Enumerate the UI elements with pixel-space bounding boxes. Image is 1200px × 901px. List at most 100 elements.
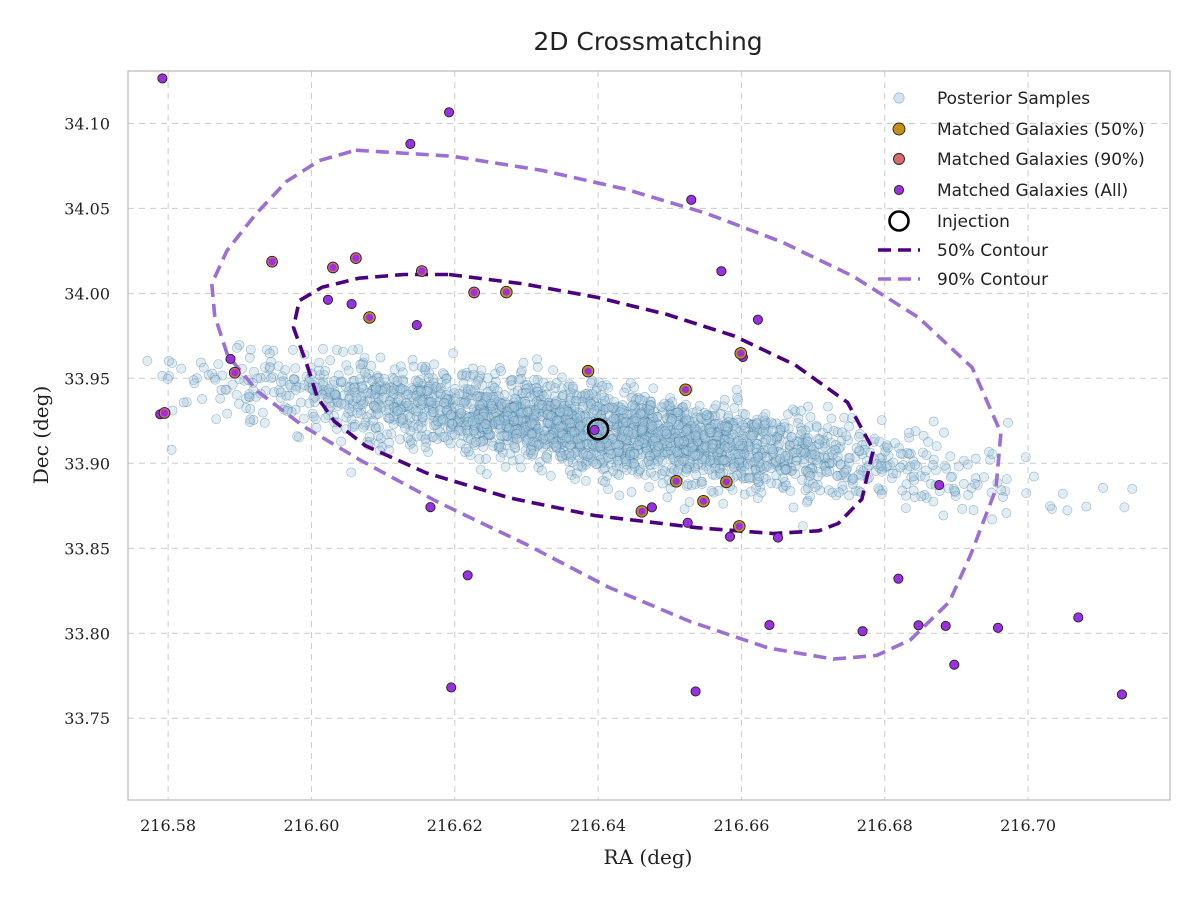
posterior-sample [259,417,270,428]
matched-galaxy-all-overlay [268,258,276,266]
posterior-sample [891,468,902,479]
posterior-sample [447,429,458,440]
posterior-sample [475,396,486,407]
posterior-sample [420,434,431,445]
posterior-sample [475,403,486,414]
posterior-sample [504,416,515,427]
posterior-sample [619,416,630,427]
posterior-sample [550,399,560,410]
posterior-sample [880,442,891,453]
posterior-sample [637,424,648,435]
posterior-sample [882,442,893,453]
posterior-sample [450,393,460,404]
posterior-sample [950,487,961,498]
posterior-sample [441,407,452,418]
posterior-sample [564,407,575,418]
posterior-sample [516,374,526,384]
posterior-sample [833,451,843,462]
posterior-sample [371,382,381,393]
posterior-sample [542,439,552,450]
posterior-sample [413,421,424,432]
posterior-sample [574,424,585,435]
posterior-sample [767,434,778,445]
posterior-sample [737,430,748,441]
posterior-sample [626,424,637,435]
posterior-sample [970,453,981,464]
posterior-sample [478,408,488,419]
posterior-sample [580,392,591,403]
posterior-sample [712,447,723,457]
posterior-sample [461,370,472,381]
posterior-sample [729,445,740,455]
posterior-sample [797,438,808,449]
posterior-sample [482,373,493,383]
posterior-sample [759,422,769,433]
posterior-sample [513,406,524,417]
posterior-sample [369,381,380,392]
posterior-sample [555,406,566,417]
posterior-sample [509,402,520,413]
posterior-sample [575,441,585,452]
posterior-sample [749,428,759,439]
posterior-sample [679,448,690,458]
posterior-sample [412,389,422,400]
posterior-sample [502,430,512,441]
posterior-sample [249,366,259,377]
posterior-sample [909,475,919,486]
posterior-sample [472,391,482,402]
posterior-sample [877,464,887,475]
posterior-sample [549,434,560,445]
posterior-sample [557,423,568,434]
posterior-sample [939,427,949,438]
posterior-sample [649,406,659,417]
posterior-sample [573,434,584,445]
posterior-sample [395,416,406,427]
posterior-sample [465,450,476,461]
posterior-sample [847,473,858,484]
posterior-sample [574,407,585,418]
posterior-sample [603,382,613,393]
posterior-sample [565,418,575,428]
posterior-sample [400,423,410,434]
posterior-sample [410,375,421,386]
posterior-sample [241,403,252,413]
posterior-sample [694,439,704,450]
posterior-sample [639,429,649,440]
posterior-sample [609,396,619,407]
legend-marker-all [893,184,905,196]
posterior-sample [524,406,535,417]
posterior-sample [700,453,711,464]
posterior-sample [568,419,579,430]
posterior-sample [795,447,806,458]
posterior-sample [584,452,595,462]
posterior-sample [561,415,572,426]
posterior-sample [367,386,377,397]
posterior-sample [532,374,543,385]
posterior-sample [596,403,606,414]
posterior-sample [804,422,814,432]
posterior-sample [448,348,459,359]
posterior-sample [449,403,460,414]
posterior-sample [721,421,732,432]
posterior-sample [680,431,690,441]
posterior-sample [356,381,367,392]
posterior-sample [689,443,700,454]
posterior-sample [543,403,553,414]
posterior-sample [735,461,746,472]
posterior-sample [638,409,649,420]
matched-galaxy-all [346,298,357,310]
posterior-sample [366,388,377,399]
posterior-sample [425,409,436,420]
posterior-sample [783,453,794,464]
posterior-sample [617,425,628,435]
y-tick-label: 33.85 [64,539,110,558]
posterior-sample [560,428,571,439]
posterior-sample [535,457,545,467]
posterior-sample [776,465,786,476]
posterior-sample [643,422,654,433]
posterior-sample [555,447,566,458]
posterior-sample [812,479,823,490]
posterior-sample [636,413,647,423]
posterior-sample [621,416,632,427]
legend-label: Injection [937,212,1010,232]
